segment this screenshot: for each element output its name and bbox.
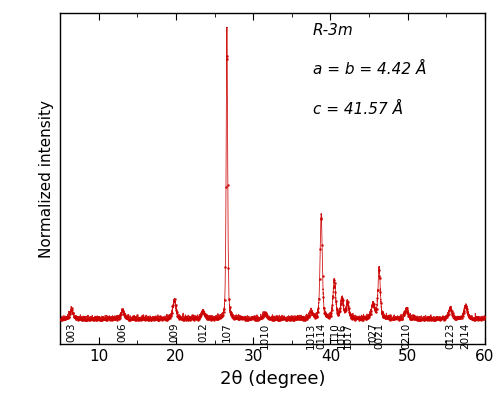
Text: 1010: 1010 bbox=[260, 323, 270, 349]
Text: 012: 012 bbox=[198, 323, 208, 342]
Text: 0021: 0021 bbox=[374, 323, 384, 349]
X-axis label: 2θ (degree): 2θ (degree) bbox=[220, 370, 325, 388]
Text: 027: 027 bbox=[368, 323, 378, 342]
Text: 0114: 0114 bbox=[316, 323, 326, 349]
Text: a = b = 4.42 Å: a = b = 4.42 Å bbox=[313, 62, 426, 77]
Text: 0123: 0123 bbox=[445, 323, 455, 349]
Text: 1013: 1013 bbox=[306, 323, 316, 349]
Text: R-3m: R-3m bbox=[313, 23, 354, 37]
Text: 110: 110 bbox=[330, 323, 340, 342]
Text: 1017: 1017 bbox=[342, 323, 352, 349]
Text: 0210: 0210 bbox=[401, 323, 411, 349]
Y-axis label: Normalized intensity: Normalized intensity bbox=[40, 100, 54, 257]
Text: 009: 009 bbox=[170, 323, 179, 342]
Text: 107: 107 bbox=[222, 323, 232, 342]
Text: 1016: 1016 bbox=[337, 323, 347, 349]
Text: 006: 006 bbox=[118, 323, 128, 342]
Text: 003: 003 bbox=[66, 323, 76, 342]
Text: 2014: 2014 bbox=[460, 323, 470, 349]
Text: c = 41.57 Å: c = 41.57 Å bbox=[313, 102, 403, 117]
